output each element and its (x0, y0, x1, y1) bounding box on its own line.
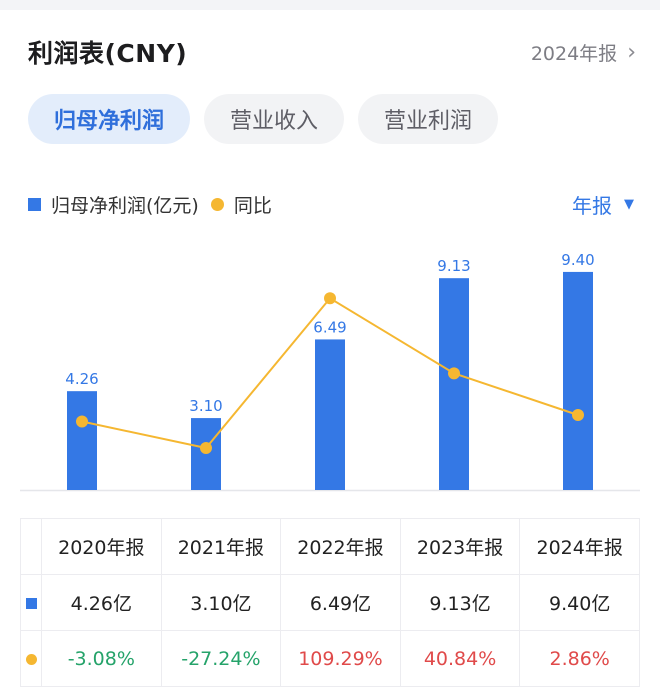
table-cell-yoy: 109.29% (280, 630, 401, 687)
table-cell-yoy: 2.86% (519, 630, 640, 687)
table-cell-yoy: 40.84% (399, 630, 521, 687)
report-period-link-label: 2024年报 (530, 42, 618, 65)
table-cell-value: 6.49亿 (280, 574, 401, 631)
data-table: 2020年报 2021年报 2022年报 2023年报 2024年报 4.26亿… (20, 518, 640, 687)
bar[interactable] (67, 391, 97, 490)
tab-net-profit[interactable]: 归母净利润 (28, 94, 191, 144)
line-legend-label: 同比 (233, 194, 272, 217)
period-type-select[interactable]: 年报 ▼ (572, 190, 634, 219)
dot-marker-icon (25, 653, 37, 665)
table-cell-yoy: -27.24% (160, 630, 282, 687)
tab-label: 归母净利润 (54, 109, 165, 134)
bar-legend-swatch (28, 197, 41, 211)
table-cell-value: 4.26亿 (41, 574, 162, 631)
bar-value-label: 4.26 (65, 370, 98, 388)
table-cell-value: 3.10亿 (160, 574, 282, 631)
bar[interactable] (191, 418, 221, 490)
chart-legend: 归母净利润(亿元) 同比 (28, 191, 272, 218)
chart-legend-row: 归母净利润(亿元) 同比 年报 ▼ (28, 188, 634, 220)
period-type-value: 年报 (572, 193, 612, 218)
profit-chart: 4.26 3.10 6.49 9.13 9.40 (20, 251, 640, 492)
yoy-point[interactable] (200, 442, 212, 455)
table-header-cell: 2021年报 (160, 518, 282, 575)
table-row-marker (20, 574, 42, 631)
card-title: 利润表(CNY) (28, 39, 188, 68)
yoy-point[interactable] (572, 408, 584, 421)
bar[interactable] (563, 271, 593, 490)
table-header-cell: 2024年报 (519, 518, 640, 575)
report-period-link[interactable]: 2024年报 › (531, 39, 636, 66)
tab-label: 营业利润 (384, 109, 473, 134)
card-header: 利润表(CNY) 2024年报 › (28, 32, 636, 72)
table-header-cell: 2020年报 (41, 518, 162, 575)
tab-label: 营业收入 (230, 109, 319, 134)
profit-statement-card: 利润表(CNY) 2024年报 › 归母净利润 营业收入 营业利润 归母净利润(… (0, 10, 660, 700)
table-row-marker (20, 630, 42, 687)
yoy-point[interactable] (324, 292, 336, 305)
bar-value-label: 3.10 (189, 397, 222, 415)
caret-down-icon: ▼ (624, 196, 634, 212)
table-row-yoy: -3.08% -27.24% 109.29% 40.84% 2.86% (20, 630, 640, 687)
bar-value-label: 9.13 (437, 257, 470, 275)
line-legend-swatch (210, 197, 224, 211)
table-header-cell: 2022年报 (280, 518, 401, 575)
tab-revenue[interactable]: 营业收入 (204, 94, 345, 144)
yoy-point[interactable] (448, 367, 460, 380)
metric-tabs: 归母净利润 营业收入 营业利润 (28, 94, 499, 144)
yoy-point[interactable] (76, 415, 88, 428)
chevron-right-icon: › (627, 39, 636, 65)
bar-value-label: 6.49 (313, 318, 346, 336)
bar-legend-label: 归母净利润(亿元) (51, 194, 199, 217)
tab-operating-profit[interactable]: 营业利润 (358, 94, 499, 144)
table-header-cell: 2023年报 (399, 518, 521, 575)
bar-value-label: 9.40 (561, 251, 594, 269)
table-header-row: 2020年报 2021年报 2022年报 2023年报 2024年报 (20, 518, 640, 575)
table-cell-yoy: -3.08% (41, 630, 162, 687)
table-cell-value: 9.40亿 (519, 574, 640, 631)
table-row-profit: 4.26亿 3.10亿 6.49亿 9.13亿 9.40亿 (20, 574, 640, 631)
bar-marker-icon (25, 597, 37, 609)
table-cell-value: 9.13亿 (399, 574, 521, 631)
bar[interactable] (315, 339, 345, 490)
table-corner-cell (20, 518, 42, 575)
bar[interactable] (439, 278, 469, 490)
